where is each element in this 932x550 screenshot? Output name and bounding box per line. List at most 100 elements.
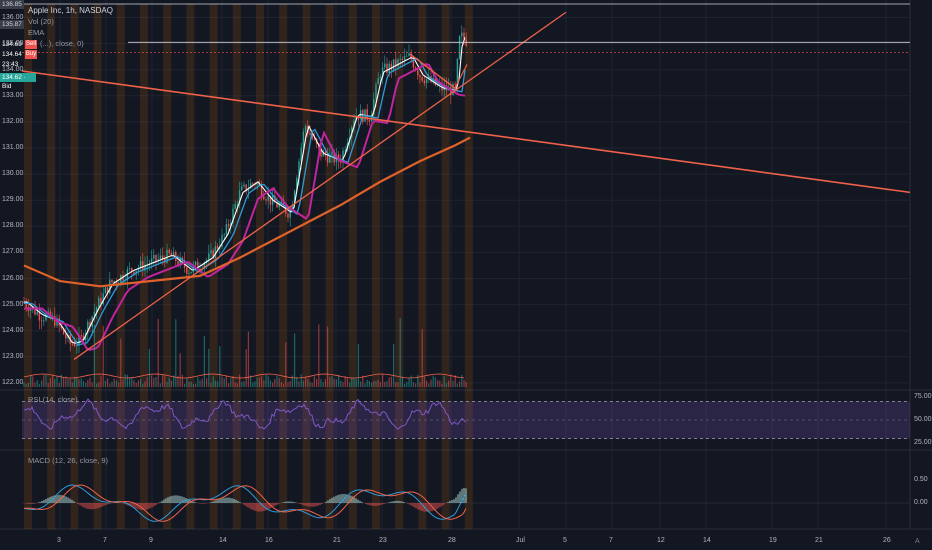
macd-histogram-bar	[407, 503, 409, 504]
volume-bar	[375, 381, 377, 387]
macd-histogram-bar	[271, 503, 273, 508]
volume-bar	[195, 383, 197, 387]
candle-body	[113, 281, 115, 283]
macd-histogram-bar	[57, 494, 59, 503]
macd-histogram-bar	[63, 495, 65, 503]
descending-trendline	[21, 70, 911, 194]
macd-histogram-bar	[213, 501, 215, 503]
candle-body	[194, 261, 197, 266]
volume-bar	[41, 380, 43, 387]
rsi-line	[23, 398, 467, 430]
candle-body	[56, 318, 58, 326]
macd-histogram-bar	[187, 499, 189, 503]
macd-histogram-bar	[369, 503, 371, 506]
buy-price-tag[interactable]: 134.64	[0, 50, 24, 59]
volume-bar	[410, 375, 412, 387]
session-band	[209, 4, 218, 529]
macd-histogram-bar	[79, 503, 81, 506]
macd-histogram-bar	[239, 502, 241, 503]
candle-body	[282, 201, 285, 207]
macd-histogram-bar	[25, 503, 27, 504]
sell-price-tag[interactable]: 134.69	[0, 40, 24, 49]
macd-histogram-bar	[293, 502, 295, 503]
macd-histogram-bar	[135, 503, 137, 509]
volume-bar	[65, 376, 67, 387]
time-tick-label: 9	[149, 537, 153, 544]
macd-histogram-bar	[155, 503, 157, 505]
volume-bar	[439, 380, 441, 387]
macd-histogram-bar	[217, 499, 219, 503]
macd-histogram-bar	[289, 501, 291, 503]
macd-histogram-bar	[171, 495, 173, 503]
volume-bar	[100, 376, 102, 387]
buy-badge[interactable]: Buy	[25, 50, 37, 59]
macd-histogram-bar	[349, 495, 351, 503]
volume-bar	[111, 381, 113, 387]
candle-body	[386, 63, 388, 73]
macd-histogram-bar	[161, 500, 163, 503]
volume-bar	[445, 383, 447, 387]
macd-histogram-bar	[283, 502, 285, 503]
candle-body	[456, 58, 459, 85]
candle-body	[150, 258, 153, 265]
macd-histogram-bar	[257, 503, 259, 512]
macd-histogram-bar	[125, 503, 127, 505]
candle-body	[98, 298, 100, 308]
macd-histogram-bar	[365, 503, 367, 505]
volume-bar	[109, 383, 111, 387]
volume-bar	[225, 375, 227, 387]
sell-badge[interactable]: Sell	[25, 40, 37, 49]
time-tick-label: 16	[265, 537, 273, 544]
session-band	[47, 4, 56, 529]
macd-histogram-bar	[305, 503, 307, 506]
volume-bar	[168, 377, 170, 387]
macd-histogram-bar	[107, 503, 109, 505]
candle-body	[384, 63, 386, 68]
candle-body	[381, 67, 384, 77]
volume-bar	[133, 380, 135, 387]
volume-bar	[450, 374, 452, 387]
volume-bar	[230, 378, 232, 387]
volume-bar	[60, 374, 62, 387]
rsi-tick-label: 25.00	[914, 439, 932, 447]
auto-scale-icon[interactable]: A	[915, 538, 920, 545]
volume-bar	[166, 381, 168, 387]
macd-histogram-bar	[215, 500, 217, 503]
macd-histogram-bar	[159, 502, 161, 503]
macd-histogram-bar	[345, 494, 347, 503]
candle-body	[326, 155, 329, 163]
macd-histogram-bar	[389, 501, 391, 503]
volume-bar	[364, 383, 366, 387]
macd-histogram-bar	[253, 503, 255, 511]
volume-bar	[144, 381, 146, 387]
candle-body	[403, 56, 406, 60]
volume-bar	[423, 376, 425, 387]
volume-bar	[85, 383, 87, 387]
volume-indicator-label: Vol (20)	[28, 17, 54, 26]
volume-bar	[360, 381, 362, 387]
macd-histogram-bar	[83, 503, 85, 508]
volume-bar	[54, 378, 56, 387]
candle-body	[245, 184, 247, 192]
volume-bar	[285, 342, 287, 387]
candle-body	[100, 298, 102, 304]
volume-bar	[96, 383, 98, 387]
candle-body	[309, 133, 311, 135]
volume-bar	[223, 378, 225, 387]
candle-body	[296, 178, 298, 191]
macd-histogram-bar	[361, 501, 363, 503]
volume-bar	[390, 376, 392, 387]
candle-body	[223, 234, 225, 236]
volume-bar	[181, 374, 183, 387]
macd-histogram-bar	[73, 501, 75, 503]
candle-body	[199, 269, 201, 270]
volume-bar	[63, 377, 65, 387]
volume-bar	[159, 383, 161, 387]
volume-bar	[452, 380, 454, 387]
volume-bar	[98, 382, 100, 387]
macd-histogram-bar	[233, 498, 235, 503]
candle-body	[111, 279, 113, 283]
macd-histogram-bar	[251, 503, 253, 510]
volume-bar	[311, 382, 313, 387]
